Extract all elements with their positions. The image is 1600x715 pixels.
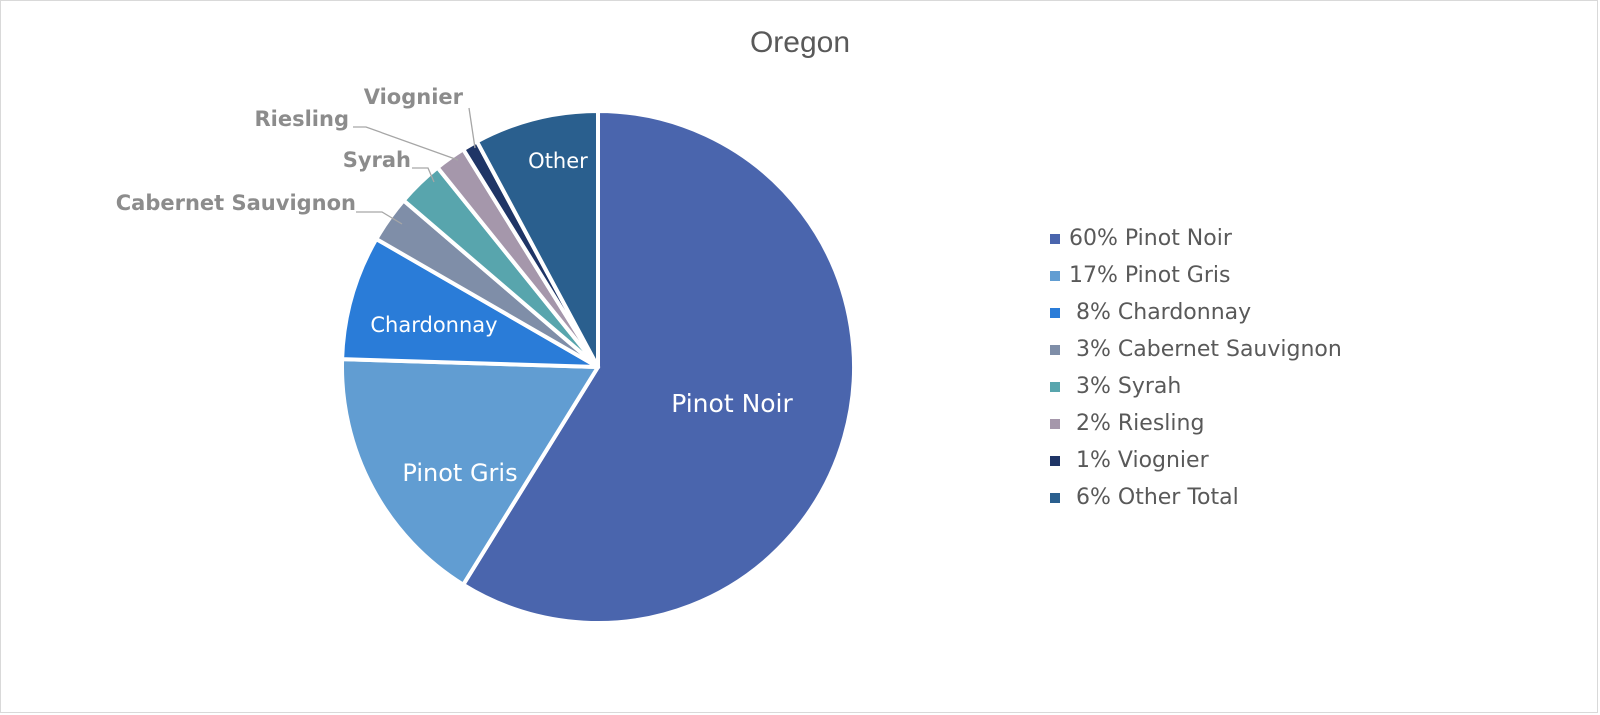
leader-line-syrah — [412, 167, 435, 183]
legend-swatch — [1050, 307, 1060, 318]
legend-item: 3% Syrah — [1050, 368, 1342, 405]
slice-label-other: Other — [528, 149, 588, 173]
leader-line-riesling — [353, 126, 459, 161]
legend: 60% Pinot Noir 17% Pinot Gris 8% Chardonn… — [1050, 220, 1342, 516]
legend-swatch — [1050, 418, 1060, 429]
pie-slice-pinot-noir — [461, 109, 856, 625]
pie-slice-chardonnay — [340, 237, 600, 369]
legend-label: 3% Syrah — [1069, 374, 1182, 399]
legend-swatch — [1050, 270, 1060, 281]
legend-swatch — [1050, 344, 1060, 355]
legend-item: 60% Pinot Noir — [1050, 220, 1342, 257]
leader-line-viognier — [468, 107, 476, 149]
legend-label: 17% Pinot Gris — [1069, 263, 1231, 288]
legend-swatch — [1050, 492, 1060, 503]
legend-item: 1% Viognier — [1050, 442, 1342, 479]
pie-slice-other — [474, 109, 600, 369]
slice-label-pinot-noir: Pinot Noir — [671, 389, 793, 418]
legend-label: 2% Riesling — [1069, 411, 1205, 436]
leader-line-cabernet-sauvignon — [356, 211, 403, 225]
legend-swatch — [1050, 233, 1060, 244]
legend-item: 6% Other Total — [1050, 479, 1342, 516]
legend-label: 6% Other Total — [1069, 485, 1239, 510]
legend-swatch — [1050, 381, 1060, 392]
legend-label: 3% Cabernet Sauvignon — [1069, 337, 1342, 362]
legend-swatch — [1050, 455, 1060, 466]
chart-title: Oregon — [749, 26, 851, 59]
pie-slice-pinot-gris — [340, 357, 600, 587]
legend-item: 3% Cabernet Sauvignon — [1050, 331, 1342, 368]
legend-item: 8% Chardonnay — [1050, 294, 1342, 331]
slice-label-pinot-gris: Pinot Gris — [402, 459, 517, 487]
slice-label-cabernet-sauvignon: Cabernet Sauvignon — [116, 191, 356, 215]
slice-label-riesling: Riesling — [255, 107, 350, 131]
slice-label-chardonnay: Chardonnay — [370, 313, 497, 337]
legend-label: 1% Viognier — [1069, 448, 1209, 473]
legend-item: 17% Pinot Gris — [1050, 257, 1342, 294]
slice-label-syrah: Syrah — [343, 148, 411, 172]
legend-label: 8% Chardonnay — [1069, 300, 1252, 325]
legend-label: 60% Pinot Noir — [1069, 226, 1232, 251]
slice-label-viognier: Viognier — [364, 85, 464, 109]
legend-item: 2% Riesling — [1050, 405, 1342, 442]
